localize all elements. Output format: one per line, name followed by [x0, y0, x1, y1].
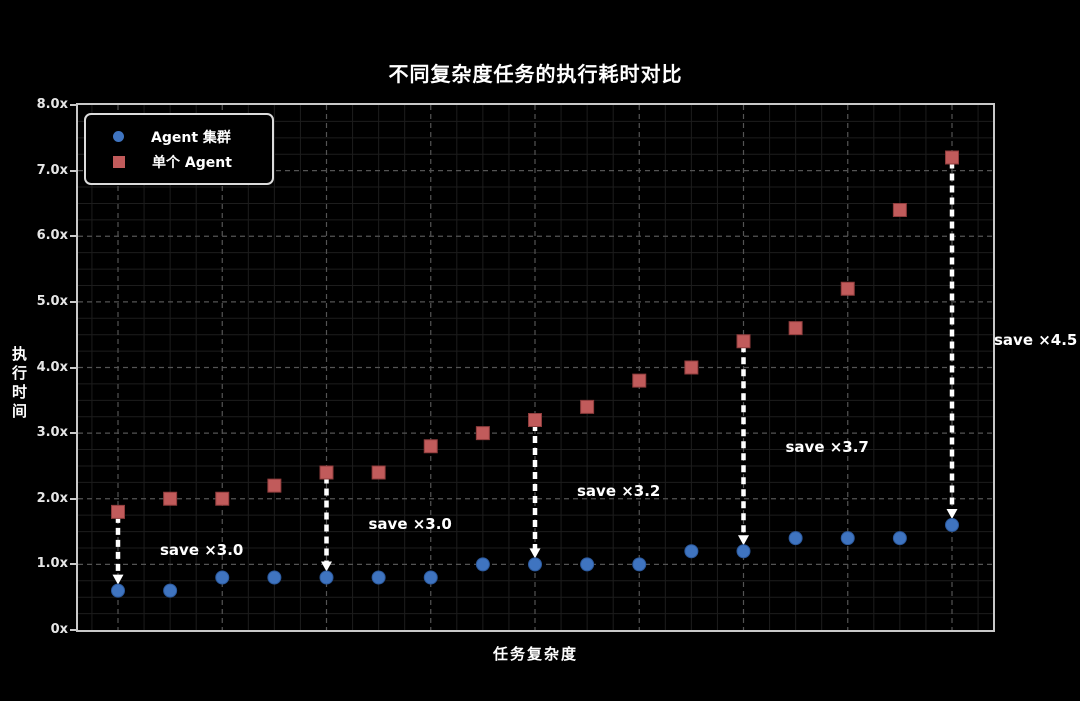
y-axis-label: 执行时间: [10, 346, 28, 422]
data-point-agent-cluster: [319, 570, 334, 585]
y-tick-mark-icon: [70, 366, 77, 369]
y-tick-label: 2.0x: [36, 490, 68, 506]
data-point-agent-cluster: [892, 531, 907, 546]
data-point-agent-cluster: [528, 557, 542, 572]
savings-arrow-head-icon: [946, 509, 958, 519]
y-tick-label: 8.0x: [36, 97, 68, 112]
legend-item-agent-cluster: Agent 集群: [86, 124, 272, 149]
savings-arrow-head-icon: [321, 561, 332, 572]
data-point-single-agent: [267, 478, 282, 493]
data-point-agent-cluster: [632, 557, 647, 572]
y-tick-mark-icon: [70, 235, 77, 238]
legend-circle-marker-icon: [113, 131, 124, 142]
data-point-single-agent: [528, 413, 542, 427]
data-point-agent-cluster: [215, 570, 230, 585]
data-point-agent-cluster: [736, 544, 751, 559]
chart-title: 不同复杂度任务的执行耗时对比: [388, 62, 683, 86]
y-tick-mark-icon: [70, 104, 77, 106]
y-tick-mark-icon: [70, 629, 77, 631]
plot-canvas: [78, 105, 993, 630]
y-tick-mark-icon: [70, 432, 77, 435]
data-point-single-agent: [111, 504, 125, 519]
savings-arrow-head-icon: [112, 574, 124, 585]
savings-annotation-label: save ×3.0: [368, 514, 452, 533]
data-point-agent-cluster: [945, 518, 959, 532]
data-point-single-agent: [632, 373, 647, 388]
data-point-agent-cluster: [684, 544, 699, 559]
y-tick-mark-icon: [70, 300, 77, 303]
data-point-agent-cluster: [580, 557, 595, 572]
data-point-agent-cluster: [475, 557, 490, 572]
y-tick-label: 6.0x: [36, 228, 68, 244]
legend: Agent 集群 单个 Agent: [84, 113, 274, 185]
savings-annotation-label: save ×3.2: [577, 481, 661, 500]
legend-item-single-agent: 单个 Agent: [86, 149, 272, 174]
data-point-single-agent: [736, 334, 751, 349]
savings-annotation-label: save ×4.5: [994, 330, 1078, 349]
y-tick-label: 4.0x: [36, 359, 68, 375]
legend-square-marker-icon: [113, 155, 125, 168]
y-tick-label: 1.0x: [36, 556, 68, 572]
y-tick-label: 0x: [50, 622, 68, 637]
y-tick-mark-icon: [70, 169, 77, 172]
savings-annotation-label: save ×3.7: [785, 437, 869, 456]
legend-label: Agent 集群: [151, 129, 231, 146]
data-point-agent-cluster: [423, 570, 438, 585]
data-point-single-agent: [475, 426, 490, 441]
y-tick-label: 5.0x: [36, 293, 68, 309]
data-point-single-agent: [215, 491, 230, 506]
data-point-single-agent: [788, 321, 803, 336]
x-axis-label: 任务复杂度: [492, 645, 578, 663]
data-point-single-agent: [580, 399, 595, 414]
data-point-single-agent: [319, 465, 334, 480]
savings-arrow-head-icon: [738, 535, 749, 546]
savings-arrow-head-icon: [529, 548, 541, 559]
y-tick-mark-icon: [70, 563, 77, 566]
data-point-single-agent: [423, 439, 438, 454]
data-point-single-agent: [371, 465, 386, 480]
data-point-agent-cluster: [163, 583, 178, 598]
legend-label: 单个 Agent: [152, 154, 232, 171]
savings-annotation-label: save ×3.0: [160, 540, 244, 559]
y-tick-mark-icon: [70, 497, 77, 500]
y-tick-label: 3.0x: [36, 425, 68, 441]
data-point-agent-cluster: [267, 570, 282, 585]
data-point-single-agent: [684, 360, 699, 375]
data-point-single-agent: [945, 150, 959, 165]
data-point-single-agent: [163, 491, 178, 506]
data-point-agent-cluster: [840, 531, 855, 546]
data-point-agent-cluster: [111, 583, 125, 598]
data-point-agent-cluster: [788, 531, 803, 546]
data-point-single-agent: [892, 203, 907, 217]
data-point-single-agent: [840, 281, 855, 296]
y-tick-label: 7.0x: [36, 162, 68, 178]
data-point-agent-cluster: [371, 570, 386, 585]
